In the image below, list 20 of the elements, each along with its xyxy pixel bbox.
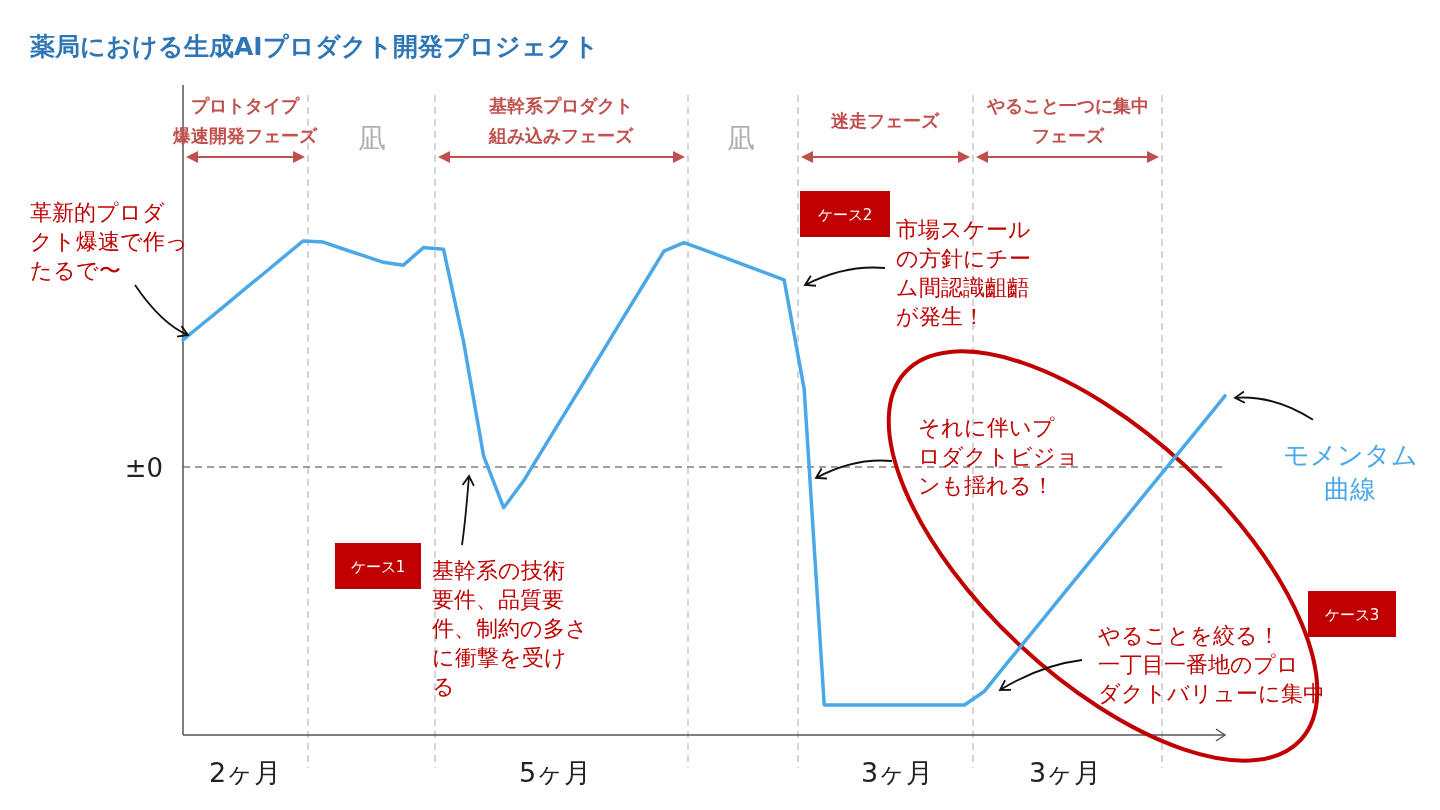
text: それに伴いプロダクトビジョンも揺れる！ [918, 415, 1079, 498]
case-tag: ケース3 [1308, 591, 1396, 637]
text: 凪 [358, 122, 386, 155]
text: 市場スケールの方針にチーム間認識齟齬が発生！ [896, 217, 1031, 329]
text: 5ヶ月 [518, 757, 592, 788]
text: 基幹系の技術要件、品質要件、制約の多さに衝撃を受ける [432, 558, 588, 699]
text: 革新的プロダクト爆速で作ったるで〜 [30, 200, 188, 283]
chart-title: 薬局における生成AIプロダクト開発プロジェクト [29, 32, 599, 61]
text: 基幹系プロダクト組み込みフェーズ [489, 95, 633, 146]
text: やること一つに集中フェーズ [987, 95, 1149, 146]
text: 迷走フェーズ [831, 110, 939, 131]
text: 凪 [727, 122, 755, 155]
text: モメンタム曲線 [1282, 439, 1418, 504]
text: 3ヶ月 [1028, 757, 1102, 788]
text: 2ヶ月 [208, 757, 282, 788]
annotation: ケース1 [350, 558, 406, 576]
case-tag: ケース1 [335, 543, 421, 589]
text: 3ヶ月 [860, 757, 934, 788]
ref-line-label: ±0 [124, 453, 163, 483]
case-tag: ケース2 [800, 191, 890, 237]
